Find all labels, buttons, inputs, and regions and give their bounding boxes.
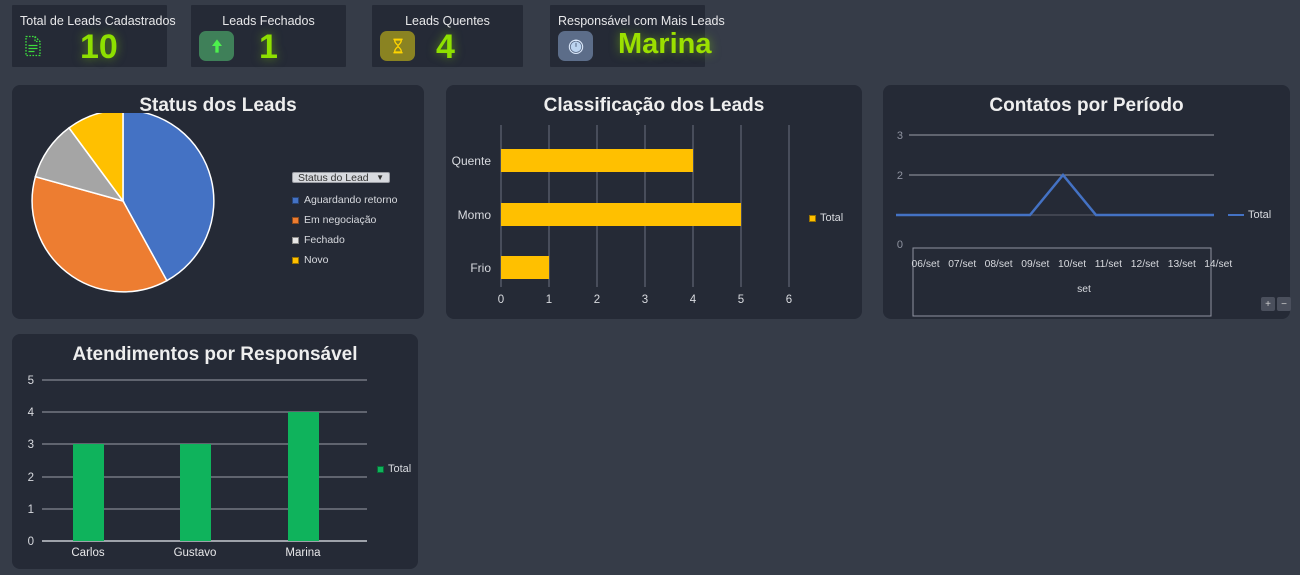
svg-text:06/set: 06/set: [912, 259, 940, 270]
svg-text:Frio: Frio: [470, 261, 491, 275]
svg-text:14/set: 14/set: [1204, 259, 1232, 270]
svg-text:1: 1: [28, 504, 34, 516]
svg-text:5: 5: [28, 375, 34, 387]
svg-text:Gustavo: Gustavo: [174, 547, 217, 559]
svg-text:0: 0: [498, 294, 504, 306]
svg-text:2: 2: [28, 472, 34, 484]
svg-text:0: 0: [897, 239, 903, 251]
svg-text:Carlos: Carlos: [71, 547, 104, 559]
svg-text:Quente: Quente: [452, 154, 492, 168]
svg-text:3: 3: [28, 439, 34, 451]
svg-text:6: 6: [786, 294, 792, 306]
svg-text:08/set: 08/set: [985, 259, 1013, 270]
svg-text:13/set: 13/set: [1168, 259, 1196, 270]
svg-text:4: 4: [28, 407, 35, 419]
svg-text:09/set: 09/set: [1021, 259, 1049, 270]
svg-text:set: set: [1077, 284, 1091, 295]
svg-text:07/set: 07/set: [948, 259, 976, 270]
svg-text:4: 4: [690, 294, 697, 306]
svg-text:1: 1: [546, 294, 552, 306]
svg-text:11/set: 11/set: [1095, 259, 1122, 270]
svg-text:10/set: 10/set: [1058, 259, 1086, 270]
svg-text:Marina: Marina: [285, 547, 321, 559]
svg-text:12/set: 12/set: [1131, 259, 1159, 270]
svg-text:2: 2: [897, 170, 903, 182]
svg-text:0: 0: [28, 536, 34, 548]
svg-text:Momo: Momo: [458, 208, 492, 222]
svg-text:5: 5: [738, 294, 744, 306]
svg-text:2: 2: [594, 294, 600, 306]
svg-text:3: 3: [897, 130, 903, 142]
svg-text:3: 3: [642, 294, 648, 306]
